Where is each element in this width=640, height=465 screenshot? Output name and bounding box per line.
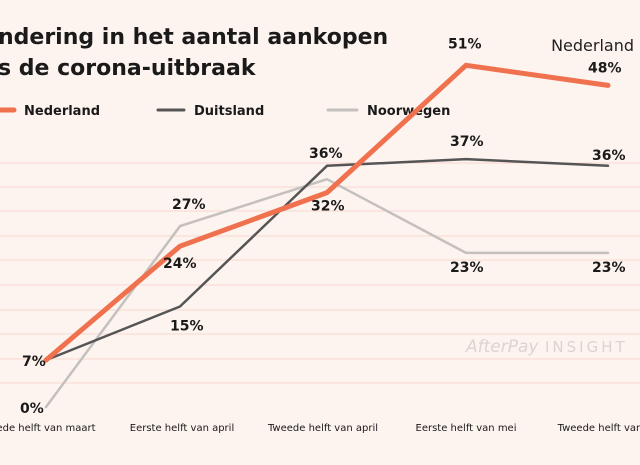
watermark-brand: AfterPay [465, 337, 539, 357]
series-lines [43, 62, 611, 409]
category-label: Tweede helft van [557, 423, 640, 434]
data-label-nederland: 7% [22, 354, 46, 370]
chart-title: ndering in het aantal aankopen s de coro… [0, 22, 388, 84]
data-label-nederland: 32% [311, 199, 345, 215]
data-label-noorwegen: 23% [450, 260, 484, 276]
data-label-noorwegen: 27% [172, 197, 206, 213]
category-label: ede helft van maart [0, 423, 96, 434]
legend-label-duitsland: Duitsland [194, 104, 264, 119]
legend: Nederland Duitsland Noorwegen [0, 104, 450, 119]
legend-label-nederland: Nederland [24, 104, 100, 119]
category-label: Eerste helft van mei [416, 423, 517, 434]
data-label-nederland: 48% [588, 60, 622, 76]
data-label-duitsland: 15% [170, 319, 204, 335]
region-label: Nederland [551, 36, 634, 55]
title-line-2: s de corona-uitbraak [0, 56, 256, 81]
data-label-duitsland: 37% [450, 134, 484, 150]
legend-label-noorwegen: Noorwegen [367, 104, 450, 119]
series-line-duitsland [44, 157, 610, 362]
data-label-noorwegen: 0% [20, 401, 44, 417]
watermark-suffix: INSIGHT [545, 338, 628, 356]
data-label-nederland: 51% [448, 36, 482, 52]
category-label: Eerste helft van april [130, 423, 234, 434]
title-line-1: ndering in het aantal aankopen [0, 25, 389, 50]
data-labels: 7% 24% 32% 51% 48% 15% 36% 37% 36% 0% 27% 23% 23% [20, 36, 626, 417]
category-label: Tweede helft van april [267, 423, 378, 434]
series-line-nederland [43, 62, 611, 363]
category-labels: ede helft van maart Eerste helft van apri… [0, 423, 640, 434]
data-label-noorwegen: 23% [592, 260, 626, 276]
data-label-duitsland: 36% [592, 148, 626, 164]
data-label-duitsland: 36% [309, 146, 343, 162]
data-label-nederland: 24% [163, 256, 197, 272]
watermark: AfterPay INSIGHT [465, 337, 628, 357]
